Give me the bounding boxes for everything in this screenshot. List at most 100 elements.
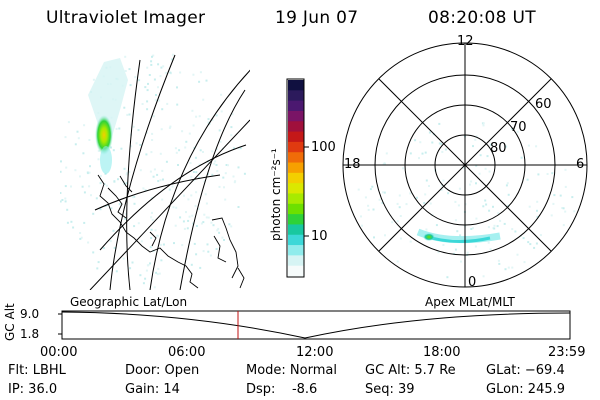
emission-speckle (206, 243, 209, 246)
emission-speckle (479, 154, 482, 157)
observation-date: 19 Jun 07 (275, 8, 359, 28)
colorbar-cell (288, 141, 304, 153)
colorbar-cell (288, 110, 304, 122)
emission-speckle (203, 180, 206, 183)
mlat-label-80: 80 (490, 141, 507, 156)
emission-speckle (202, 221, 205, 224)
emission-speckle (115, 127, 118, 130)
emission-speckle (92, 212, 95, 215)
timeline-xtick: 12:00 (296, 345, 334, 360)
timeline-xtick: 06:00 (168, 345, 206, 360)
emission-speckle (503, 222, 506, 225)
emission-speckle (128, 171, 131, 173)
emission-speckle (150, 63, 153, 66)
emission-speckle (87, 241, 90, 244)
emission-speckle (193, 179, 196, 182)
mlat-label-60: 60 (535, 97, 552, 112)
emission-speckle (168, 188, 171, 191)
emission-speckle (65, 166, 68, 169)
emission-speckle (129, 267, 132, 270)
emission-speckle (511, 128, 514, 130)
emission-speckle (475, 182, 477, 185)
emission-speckle (482, 124, 485, 127)
emission-speckle (133, 225, 136, 228)
altitude-curve (61, 311, 571, 339)
emission-speckle (456, 230, 459, 233)
emission-speckle (535, 145, 538, 148)
emission-speckle (117, 178, 119, 181)
emission-speckle (161, 108, 164, 111)
emission-speckle (179, 216, 182, 219)
emission-speckle (195, 253, 198, 256)
emission-speckle (506, 182, 509, 185)
emission-speckle (161, 169, 164, 172)
observation-time: 08:20:08 UT (428, 8, 536, 28)
emission-speckle (181, 130, 184, 133)
emission-speckle (135, 142, 138, 145)
emission-speckle (215, 114, 218, 117)
glat-readout: GLat: −69.4 (486, 363, 565, 378)
emission-speckle (396, 202, 399, 205)
emission-speckle (230, 225, 233, 228)
emission-speckle (475, 217, 478, 220)
emission-speckle (146, 66, 149, 69)
emission-speckle (223, 186, 225, 189)
emission-speckle (72, 226, 75, 229)
emission-speckle (409, 240, 412, 243)
colorbar-cell (288, 224, 304, 236)
emission-speckle (140, 240, 143, 243)
emission-speckle (442, 179, 445, 182)
emission-speckle (157, 267, 160, 270)
emission-speckle (457, 204, 460, 207)
emission-speckle (60, 160, 62, 163)
emission-speckle (185, 211, 187, 214)
colorbar-frame (286, 78, 305, 278)
emission-speckle (454, 200, 457, 203)
emission-speckle (573, 210, 576, 213)
timeline-xtick: 23:59 (548, 345, 586, 360)
emission-speckle (150, 151, 153, 154)
emission-speckle (564, 168, 567, 171)
emission-speckle (454, 219, 457, 222)
emission-speckle (155, 94, 157, 96)
background-emission (60, 53, 246, 289)
emission-speckle (128, 68, 131, 71)
emission-speckle (383, 191, 386, 194)
emission-speckle (95, 197, 98, 200)
emission-speckle (81, 185, 84, 188)
emission-speckle (156, 235, 159, 238)
timeline-xtick: 00:00 (40, 345, 78, 360)
timeline-frame (61, 310, 571, 340)
emission-speckle (424, 193, 427, 196)
emission-speckle (161, 198, 164, 201)
emission-speckle (132, 125, 135, 128)
emission-speckle (160, 66, 163, 69)
mlt-label-12: 12 (457, 34, 474, 49)
emission-speckle (454, 248, 457, 251)
timeline-xtick: 18:00 (423, 345, 461, 360)
emission-speckle (66, 221, 69, 224)
emission-speckle (487, 226, 490, 229)
emission-speckle (371, 185, 374, 188)
emission-speckle (472, 145, 474, 148)
emission-speckle (211, 173, 214, 176)
emission-speckle (92, 251, 95, 254)
emission-speckle (373, 236, 375, 239)
emission-speckle (536, 200, 539, 203)
emission-speckle (470, 228, 473, 230)
emission-speckle (522, 237, 525, 240)
emission-speckle (195, 171, 198, 174)
emission-speckle (367, 204, 370, 207)
emission-speckle (486, 155, 489, 158)
emission-speckle (154, 229, 157, 232)
emission-speckle (159, 152, 162, 155)
colorbar-cell (288, 172, 304, 184)
emission-speckle (151, 55, 153, 58)
colorbar-cell (288, 80, 304, 91)
emission-speckle (202, 250, 205, 253)
emission-speckle (90, 194, 92, 197)
emission-speckle (64, 197, 67, 200)
emission-speckle (399, 237, 402, 240)
emission-speckle (441, 150, 444, 153)
emission-speckle (231, 113, 234, 116)
